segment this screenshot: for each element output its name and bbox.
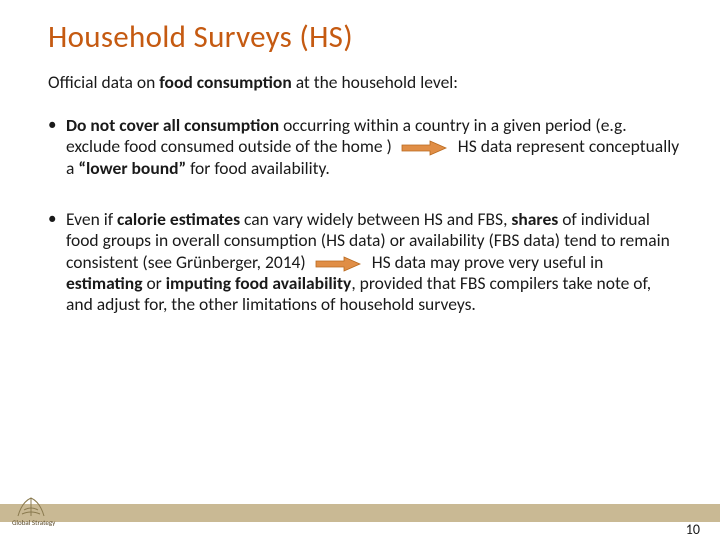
bullet-1: Do not cover all consumption occurring w… — [48, 115, 680, 179]
arrow-icon — [400, 140, 448, 156]
b2-after-bold2: imputing food availability — [166, 272, 352, 294]
intro-pre: Official data on — [48, 71, 159, 93]
arrow-icon — [314, 256, 362, 272]
b2-after-mid: or — [143, 272, 166, 294]
b2-p4: shares — [511, 208, 558, 230]
bullet1-lead-bold: Do not cover all consumption — [66, 114, 279, 136]
intro-bold: food consumption — [159, 71, 291, 93]
footer-bar — [0, 504, 720, 522]
logo-text: Global Strategy — [12, 519, 60, 526]
slide-title: Household Surveys (HS) — [48, 18, 680, 56]
b2-p1: Even if — [66, 208, 117, 230]
bullet1-after-bold: “lower bound” — [78, 157, 186, 179]
b2-after-bold: estimating — [66, 272, 143, 294]
bullet-2: Even if calorie estimates can vary widel… — [48, 209, 680, 316]
b2-p3: can vary widely between HS and FBS, — [240, 208, 511, 230]
b2-p2: calorie estimates — [117, 208, 240, 230]
b2-after-pre: HS data may prove very useful in — [372, 251, 604, 273]
page-number: 10 — [686, 521, 700, 538]
intro-post: at the household level: — [292, 71, 458, 93]
bullet1-after-post: for food availability. — [186, 157, 330, 179]
bullet-list: Do not cover all consumption occurring w… — [48, 115, 680, 316]
slide: Household Surveys (HS) Official data on … — [0, 0, 720, 540]
logo: Global Strategy — [12, 492, 60, 532]
intro-line: Official data on food consumption at the… — [48, 72, 680, 93]
